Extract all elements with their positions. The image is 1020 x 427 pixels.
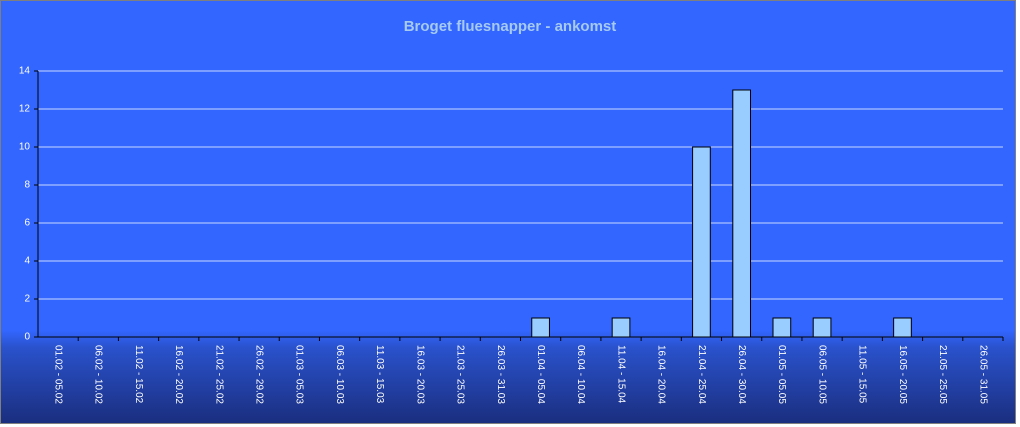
x-tick-label: 01.03 - 05.03 — [294, 345, 305, 404]
x-tick-label: 01.02 - 05.02 — [52, 345, 63, 404]
bar — [611, 317, 631, 338]
x-tick-label: 01.04 - 05.04 — [535, 345, 546, 404]
x-tick-label: 16.02 - 20.02 — [173, 345, 184, 404]
y-tick-label: 10 — [19, 142, 31, 153]
y-tick-label: 2 — [24, 294, 30, 305]
x-tick-label: 26.05 - 31.05 — [977, 345, 988, 404]
x-tick-label: 26.04 - 30.04 — [736, 345, 747, 404]
x-tick-label: 16.05 - 20.05 — [897, 345, 908, 404]
y-tick-label: 4 — [24, 256, 30, 267]
x-tick-label: 06.05 - 10.05 — [816, 345, 827, 404]
bar — [692, 146, 711, 338]
x-tick-label: 06.02 - 10.02 — [93, 345, 104, 404]
bar — [531, 317, 550, 338]
x-tick-label: 16.04 - 20.04 — [656, 345, 667, 404]
y-tick-label: 12 — [19, 104, 31, 115]
y-tick-label: 14 — [19, 66, 31, 77]
y-tick-label: 0 — [24, 332, 30, 343]
y-tick-label: 8 — [24, 180, 30, 191]
x-tick-label: 01.05 - 05.05 — [776, 345, 787, 404]
bar — [812, 317, 832, 338]
y-tick-label: 6 — [24, 218, 30, 229]
bar — [893, 317, 912, 338]
x-tick-label: 21.03 - 25.03 — [455, 345, 466, 404]
x-tick-label: 21.04 - 25.04 — [696, 345, 707, 404]
x-tick-label: 26.03 - 31.03 — [495, 345, 506, 404]
x-tick-label: 16.03 - 20.03 — [414, 345, 425, 404]
x-tick-label: 21.05 - 25.05 — [937, 345, 948, 404]
x-tick-label: 26.02 - 29.02 — [254, 345, 265, 404]
bar — [732, 89, 751, 338]
chart-title: Broget fluesnapper - ankomst — [404, 18, 617, 35]
x-tick-label: 11.02 - 15.02 — [133, 345, 144, 404]
x-tick-label: 11.04 - 15.04 — [615, 345, 626, 404]
x-tick-label: 11.03 - 15.03 — [374, 345, 385, 404]
bar — [772, 317, 792, 338]
x-tick-label: 11.05 - 15.05 — [857, 345, 868, 404]
x-tick-label: 21.02 - 25.02 — [213, 345, 224, 404]
x-tick-label: 06.03 - 10.03 — [334, 345, 345, 404]
x-tick-label: 06.04 - 10.04 — [575, 345, 586, 404]
